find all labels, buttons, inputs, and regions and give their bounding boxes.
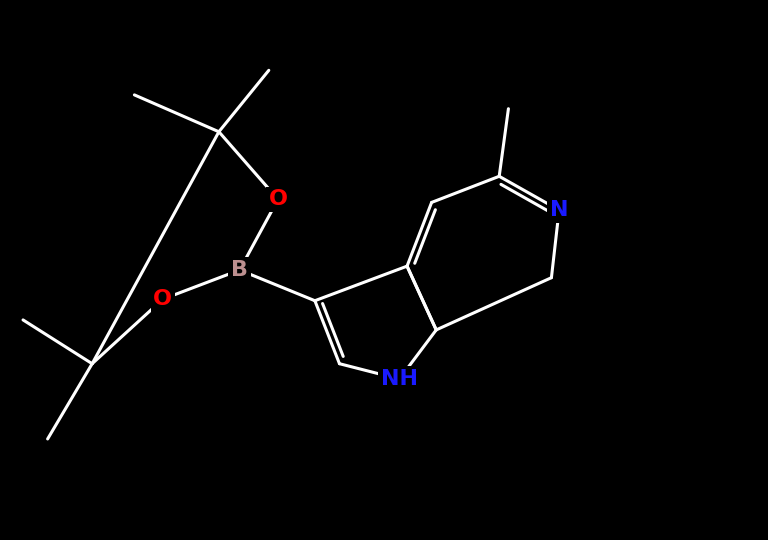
Text: O: O	[269, 190, 287, 210]
Text: O: O	[154, 289, 172, 309]
Text: B: B	[231, 260, 248, 280]
Text: NH: NH	[381, 369, 418, 389]
Text: N: N	[550, 200, 568, 220]
